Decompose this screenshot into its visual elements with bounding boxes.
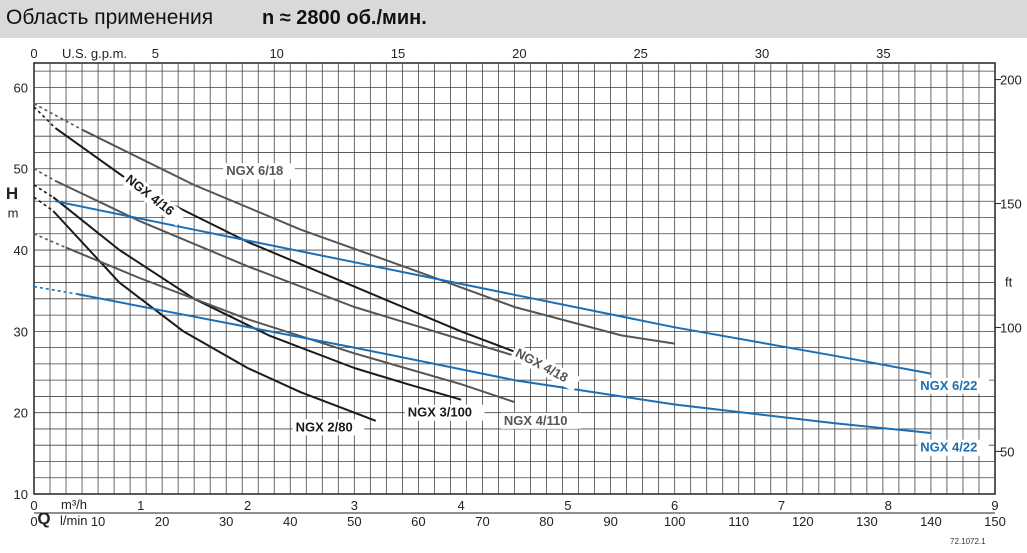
reference-code: 72.1072.1 [950,537,986,546]
curve-label-group-ngx-2-80: NGX 2/80 [292,419,365,436]
x-tick-label-usgpm: 35 [876,46,890,61]
y-tick-label-m: 20 [14,406,28,421]
chart-curves [33,102,932,434]
x-tick-label-lmin: 20 [155,514,169,529]
x-axis-label-m3h: m³/h [61,497,87,512]
x-tick-label-lmin: 0 [30,514,37,529]
x-tick-label-m3h: 0 [30,498,37,513]
x-tick-label-m3h: 4 [457,498,464,513]
y-axis-unit-m: m [8,205,19,220]
x-tick-label-lmin: 150 [984,514,1006,529]
curve-label-bg [223,163,295,180]
curve-label-bg [917,377,989,394]
x-tick-label-lmin: 80 [539,514,553,529]
curve-label-ngx-2-80: NGX 2/80 [296,419,353,434]
y-tick-label-ft: 50 [1000,444,1014,459]
curve-label-ngx-6-22: NGX 6/22 [920,378,977,393]
curve-ngx-4-110 [65,246,515,404]
curve-label-group-ngx-4-22: NGX 4/22 [917,439,989,456]
curve-label-group-ngx-6-18: NGX 6/18 [223,163,295,180]
x-tick-label-m3h: 3 [351,498,358,513]
x-tick-label-m3h: 5 [564,498,571,513]
x-axis-label-usgpm: U.S. g.p.m. [62,46,127,61]
x-tick-label-lmin: 40 [283,514,297,529]
curve-label-ngx-4-110: NGX 4/110 [504,413,568,428]
curve-dashed-ngx-3-100 [33,184,54,198]
y-tick-label-m: 10 [14,487,28,502]
x-tick-label-m3h: 9 [991,498,998,513]
x-tick-label-lmin: 50 [347,514,361,529]
curve-label-ngx-6-18: NGX 6/18 [226,163,283,178]
curve-dashed-ngx-4-18 [33,168,56,182]
curve-label-group-ngx-3-100: NGX 3/100 [404,404,485,421]
x-tick-label-m3h: 8 [885,498,892,513]
x-axis-symbol-q: Q [37,509,50,528]
curve-ngx-6-18 [81,128,675,345]
x-tick-label-lmin: 70 [475,514,489,529]
y-tick-label-ft: 150 [1000,197,1022,212]
x-tick-label-usgpm: 25 [633,46,647,61]
x-tick-label-lmin: 90 [603,514,617,529]
x-tick-label-usgpm: 5 [152,46,159,61]
x-tick-label-lmin: 30 [219,514,233,529]
curve-dashed-ngx-2-80 [33,196,54,212]
x-tick-label-lmin: 140 [920,514,942,529]
curve-dashed-ngx-4-16 [33,106,56,129]
x-tick-label-m3h: 1 [137,498,144,513]
curve-label-group-ngx-4-110: NGX 4/110 [500,412,581,429]
curve-ngx-6-22 [55,200,932,375]
curve-ngx-3-100 [52,196,462,401]
y-axis-unit-ft: ft [1005,275,1013,290]
x-tick-label-usgpm: 15 [391,46,405,61]
x-tick-label-usgpm: 30 [755,46,769,61]
x-tick-label-usgpm: 0 [30,46,37,61]
curve-label-bg [500,412,581,429]
curve-label-ngx-4-22: NGX 4/22 [920,440,977,455]
x-tick-label-lmin: 120 [792,514,814,529]
x-tick-label-lmin: 130 [856,514,878,529]
curve-label-bg [292,419,365,436]
y-tick-label-ft: 100 [1000,320,1022,335]
x-tick-label-usgpm: 10 [269,46,283,61]
x-tick-label-lmin: 60 [411,514,425,529]
y-tick-label-m: 60 [14,80,28,95]
title-bar: Область применения n ≈ 2800 об./мин. [0,0,1027,38]
curve-label-bg [509,343,581,392]
curve-label-group-ngx-6-22: NGX 6/22 [917,377,989,394]
x-tick-label-m3h: 2 [244,498,251,513]
y-tick-label-m: 50 [14,162,28,177]
curve-dashed-ngx-4-22 [33,285,77,295]
curve-label-bg [917,439,989,456]
page-title: Область применения [6,6,214,29]
x-tick-label-lmin: 100 [664,514,686,529]
x-tick-label-m3h: 6 [671,498,678,513]
y-tick-label-ft: 200 [1000,73,1022,88]
curve-label-bg [119,169,187,227]
curve-ngx-4-22 [76,293,932,434]
y-tick-label-m: 30 [14,324,28,339]
rpm-label: n ≈ 2800 об./мин. [262,7,427,29]
curve-label-bg [404,404,485,421]
x-axis-label-lmin: l/min [60,513,87,528]
y-tick-label-m: 40 [14,243,28,258]
curve-ngx-2-80 [52,210,377,422]
x-tick-label-lmin: 10 [91,514,105,529]
curve-label-ngx-3-100: NGX 3/100 [408,405,472,420]
x-tick-label-lmin: 110 [728,514,749,529]
x-tick-label-m3h: 7 [778,498,785,513]
y-axis-label-h: H [6,184,18,203]
x-tick-label-usgpm: 20 [512,46,526,61]
chart-grid [33,62,996,495]
